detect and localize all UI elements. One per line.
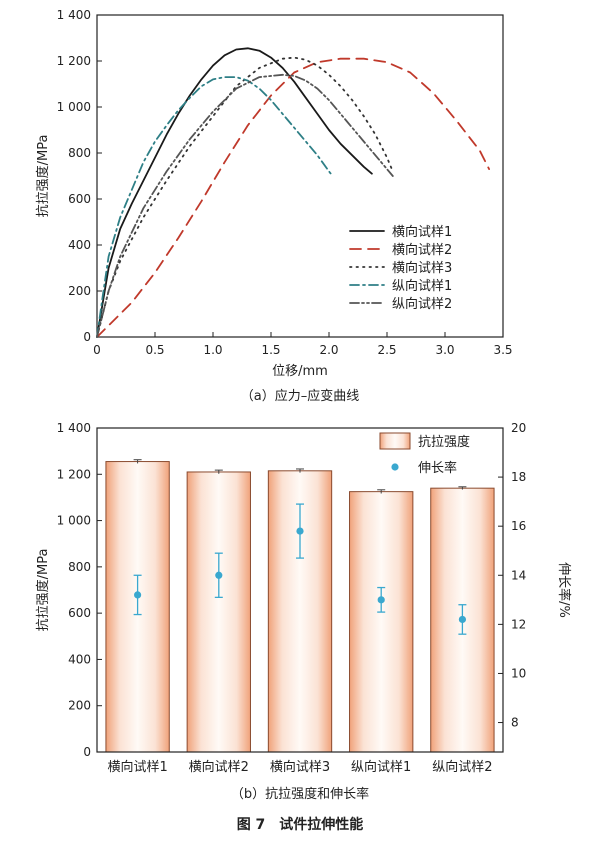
plot-a-xtick-label: 2.0 — [319, 343, 338, 357]
plot-a-legend-label-5: 纵向试样2 — [392, 296, 452, 312]
plot-a-series-3-line — [96, 56, 394, 338]
plot-b-xtick-label-3: 横向试样3 — [270, 759, 330, 775]
plot-a-ytick-label: 400 — [68, 238, 91, 252]
plot-b-point-3 — [296, 527, 304, 535]
plot-b-y2tick-label: 14 — [511, 568, 526, 582]
plot-a-frame — [96, 14, 504, 338]
plot-b-legend-swatch-bar — [379, 432, 411, 450]
plot-b-y2tick-label: 10 — [511, 666, 526, 680]
plot-b-y2tick-label: 12 — [511, 617, 526, 631]
plot-a-xtick-label: 0 — [93, 343, 101, 357]
plot-a-ytick-label: 200 — [68, 284, 91, 298]
plot-b-ytick-label: 1 000 — [57, 514, 91, 528]
plot-a-xlabel: 位移/mm — [272, 364, 328, 379]
plot-a-series-5-line — [96, 73, 394, 338]
plot-b-frame — [96, 427, 504, 753]
plot-a-xtick-label: 0.5 — [145, 343, 164, 357]
plot-b-legend-label-bar: 抗拉强度 — [418, 434, 470, 450]
plot-a-ytick-label: 1 200 — [57, 54, 91, 68]
plot-a-series-2-line — [96, 57, 490, 338]
plot-a-xtick-label: 1.0 — [203, 343, 222, 357]
plot-b-ytick-label: 800 — [68, 560, 91, 574]
plot-a-caption: （a）应力–应变曲线 — [241, 388, 359, 404]
plot-b-ytick-label: 400 — [68, 652, 91, 666]
plot-a-ytick-label: 600 — [68, 192, 91, 206]
plot-a-ytick-label: 0 — [83, 330, 91, 344]
plot-b-y2label: 伸长率/% — [556, 562, 572, 618]
plot-a-ylabel: 抗拉强度/MPa — [35, 135, 51, 218]
plot-b-point-1 — [134, 591, 142, 599]
plot-b-legend-swatch-point — [391, 463, 399, 471]
plot-a-legend-label-1: 横向试样1 — [392, 224, 452, 240]
plot-a-xtick-label: 3.0 — [435, 343, 454, 357]
plot-b-y2tick-label: 18 — [511, 470, 526, 484]
plot-b-ytick-label: 600 — [68, 606, 91, 620]
plot-b-y2tick-label: 16 — [511, 519, 526, 533]
plot-b-xtick-label-5: 纵向试样2 — [432, 759, 492, 775]
plot-b-point-5 — [458, 615, 466, 624]
plot-a-ytick-label: 1 400 — [57, 8, 91, 22]
plot-b-ytick-label: 1 200 — [57, 467, 91, 481]
plot-b-ytick-label: 0 — [83, 745, 91, 759]
plot-a-ytick-label: 800 — [68, 146, 91, 160]
plot-b-caption: （b）抗拉强度和伸长率 — [231, 786, 369, 802]
plot-b-point-4 — [377, 596, 385, 604]
plot-a-ytick-label: 1 000 — [57, 100, 91, 114]
plot-b-y2tick-label: 20 — [511, 421, 526, 435]
plot-b-xtick-label-2: 横向试样2 — [189, 759, 249, 775]
plot-b-xtick-label-1: 横向试样1 — [107, 759, 167, 775]
plot-a-legend-label-2: 横向试样2 — [392, 242, 452, 258]
plot-a-xtick-label: 2.5 — [377, 343, 396, 357]
plot-a-xtick-label: 3.5 — [493, 343, 512, 357]
plot-a-series-4-line — [96, 76, 334, 338]
plot-a-legend-label-4: 纵向试样1 — [392, 278, 452, 294]
plot-a-xtick-label: 1.5 — [261, 343, 280, 357]
plot-b-y2tick-label: 8 — [511, 716, 519, 730]
figure-title: 图 7 试件拉伸性能 — [237, 816, 364, 833]
plot-a-legend-label-3: 横向试样3 — [392, 260, 452, 276]
plot-b-legend-label-point: 伸长率 — [418, 460, 457, 476]
plot-b-bar-4 — [349, 491, 414, 753]
plot-b-bar-2 — [186, 471, 251, 753]
plot-b-point-2 — [215, 571, 223, 579]
plot-a-series-1-line — [96, 47, 373, 338]
plot-b-ytick-label: 1 400 — [57, 421, 91, 435]
plot-b-xtick-label-4: 纵向试样1 — [351, 759, 411, 775]
plot-b-ytick-label: 200 — [68, 699, 91, 713]
plot-b-ylabel: 抗拉强度/MPa — [35, 549, 51, 632]
